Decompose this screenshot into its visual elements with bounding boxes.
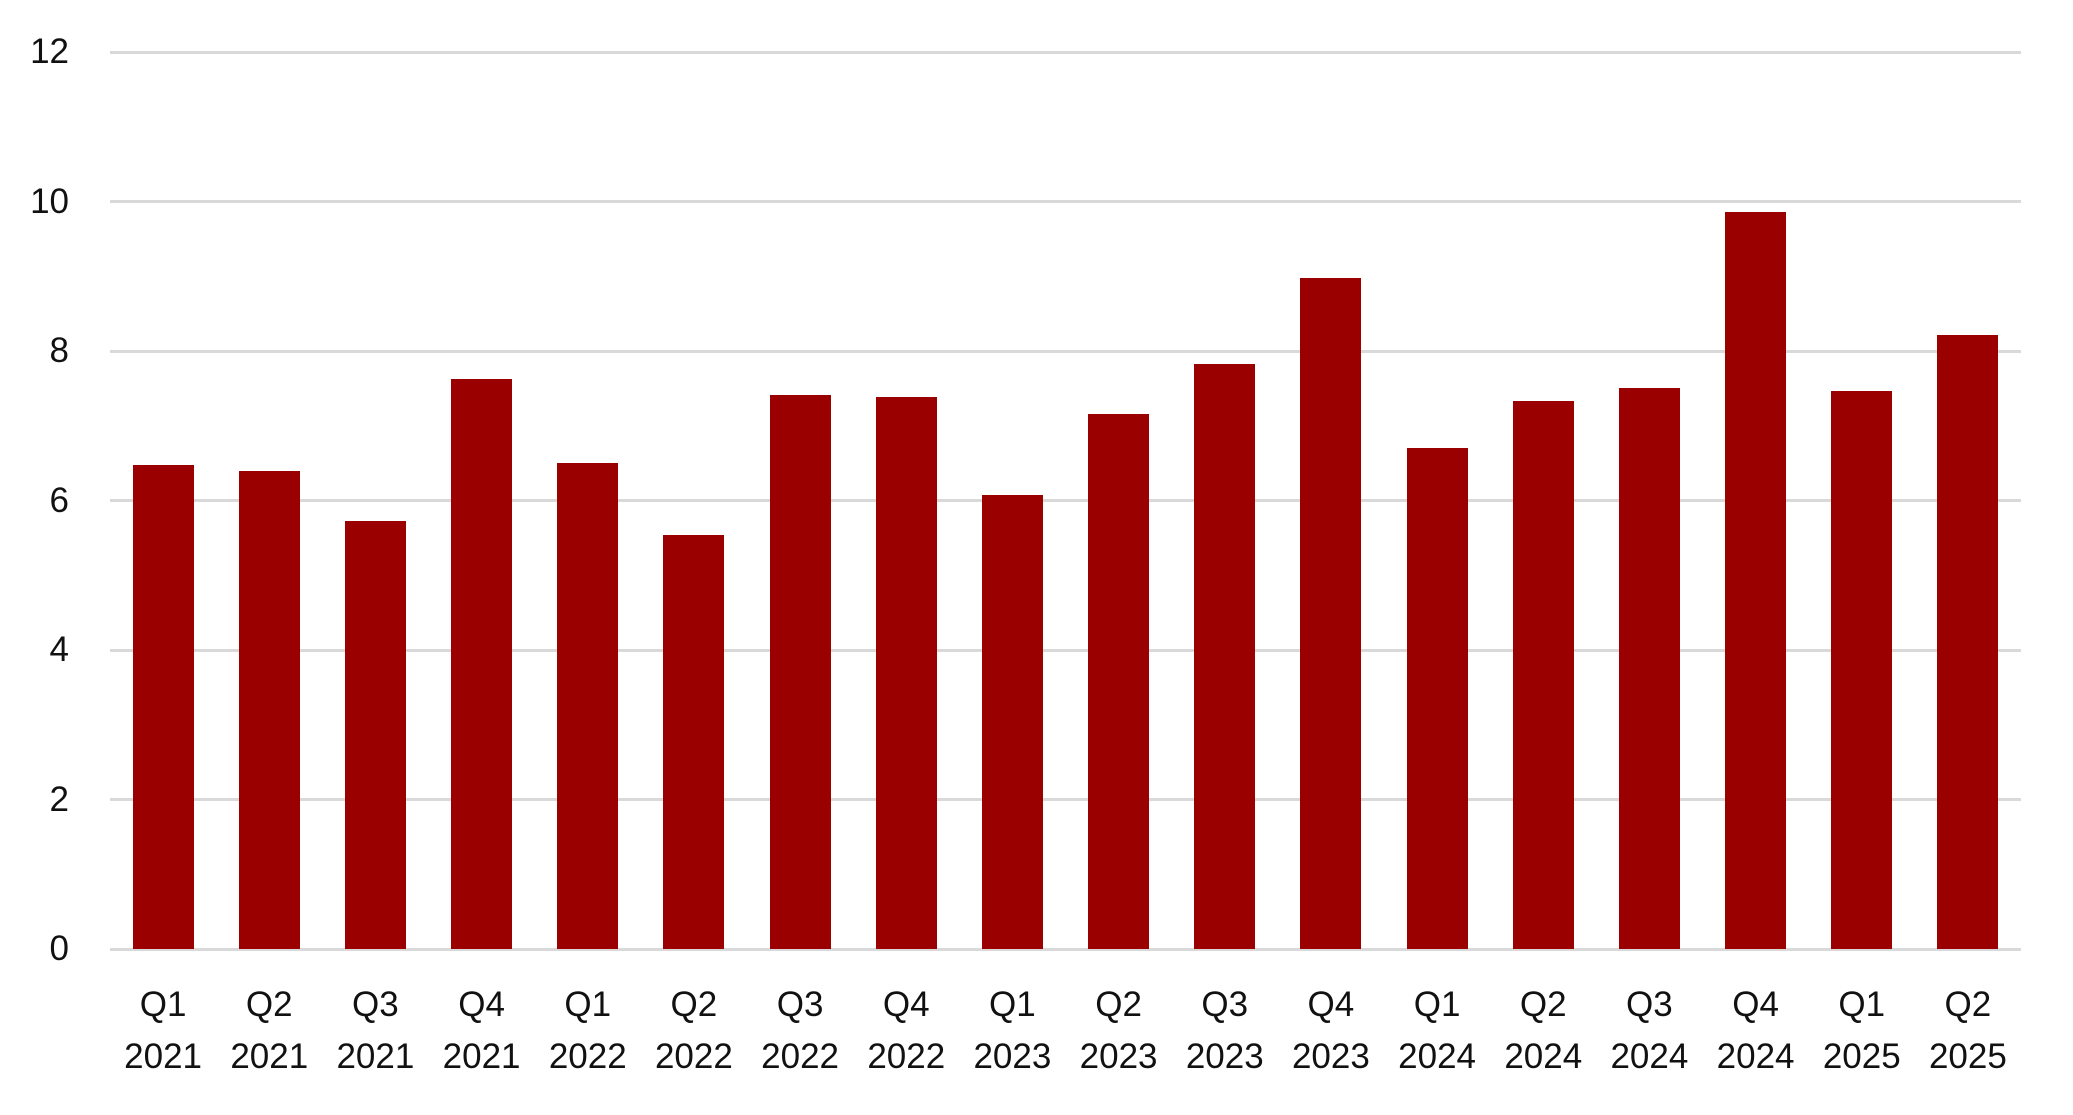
x-tick-label: Q1 2025 xyxy=(1802,979,1922,1083)
gridline xyxy=(110,349,2021,353)
y-tick-label: 10 xyxy=(30,181,69,221)
x-tick-quarter: Q4 xyxy=(1732,985,1779,1024)
x-tick-year: 2025 xyxy=(1928,1037,2007,1076)
x-tick-label: Q2 2024 xyxy=(1483,979,1603,1083)
bar xyxy=(238,471,300,949)
x-tick-quarter: Q3 xyxy=(1626,985,1673,1024)
gridline xyxy=(110,50,2021,54)
x-tick-quarter: Q1 xyxy=(1413,985,1461,1024)
x-tick-year: 2022 xyxy=(867,1037,946,1076)
bar xyxy=(875,397,937,949)
y-tick-label: 2 xyxy=(49,779,69,819)
x-tick-label: Q2 2025 xyxy=(1908,979,2028,1083)
x-tick-year: 2022 xyxy=(761,1037,840,1076)
gridline xyxy=(110,947,2021,951)
x-tick-quarter: Q1 xyxy=(1838,985,1886,1024)
x-tick-year: 2021 xyxy=(336,1037,415,1076)
x-tick-quarter: Q2 xyxy=(670,985,718,1024)
x-tick-label: Q1 2021 xyxy=(103,979,223,1083)
y-tick-label: 8 xyxy=(49,331,69,370)
x-tick-quarter: Q3 xyxy=(1201,985,1249,1024)
x-tick-label: Q4 2022 xyxy=(846,979,966,1083)
x-tick-year: 2023 xyxy=(1185,1037,1264,1076)
bar xyxy=(663,534,725,949)
bar xyxy=(1512,401,1574,949)
bar xyxy=(344,521,406,949)
x-tick-label: Q4 2021 xyxy=(422,979,542,1083)
x-tick-year: 2022 xyxy=(654,1037,733,1076)
x-tick-quarter: Q1 xyxy=(564,985,612,1024)
x-tick-year: 2024 xyxy=(1504,1037,1583,1076)
bar xyxy=(1088,413,1150,949)
x-tick-year: 2023 xyxy=(1079,1037,1158,1076)
x-tick-label: Q3 2024 xyxy=(1589,979,1709,1083)
x-tick-quarter: Q4 xyxy=(882,985,930,1024)
x-tick-label: Q2 2021 xyxy=(209,979,329,1083)
x-tick-quarter: Q2 xyxy=(1519,985,1567,1024)
gridline xyxy=(110,798,2021,801)
x-tick-quarter: Q1 xyxy=(139,985,187,1024)
y-tick-label: 4 xyxy=(49,630,69,669)
x-tick-year: 2023 xyxy=(1291,1037,1370,1076)
x-tick-label: Q3 2021 xyxy=(315,979,435,1083)
bar xyxy=(1831,391,1893,949)
y-tick-label: 12 xyxy=(30,32,69,71)
bar xyxy=(981,495,1043,949)
gridline xyxy=(110,499,2021,502)
x-tick-quarter: Q4 xyxy=(458,985,505,1024)
bar xyxy=(451,378,513,949)
x-tick-label: Q1 2023 xyxy=(952,979,1072,1083)
bar xyxy=(1618,387,1680,949)
x-tick-quarter: Q2 xyxy=(1944,985,1992,1024)
x-tick-quarter: Q3 xyxy=(776,985,824,1024)
bar xyxy=(1725,211,1787,949)
x-tick-year: 2021 xyxy=(442,1037,521,1076)
bar xyxy=(1406,448,1468,949)
x-tick-year: 2021 xyxy=(124,1037,203,1076)
bar xyxy=(1300,278,1362,949)
x-tick-label: Q3 2022 xyxy=(740,979,860,1083)
x-tick-year: 2022 xyxy=(548,1037,627,1076)
x-tick-year: 2025 xyxy=(1822,1037,1901,1076)
bar xyxy=(132,465,194,949)
x-tick-label: Q1 2022 xyxy=(528,979,648,1083)
x-tick-quarter: Q3 xyxy=(352,985,399,1024)
x-tick-label: Q1 2024 xyxy=(1377,979,1497,1083)
x-tick-year: 2024 xyxy=(1716,1037,1795,1076)
x-tick-label: Q2 2022 xyxy=(634,979,754,1083)
x-tick-year: 2024 xyxy=(1398,1037,1477,1076)
x-tick-quarter: Q1 xyxy=(989,985,1036,1024)
x-tick-quarter: Q2 xyxy=(1095,985,1142,1024)
x-tick-quarter: Q4 xyxy=(1307,985,1355,1024)
x-tick-label: Q3 2023 xyxy=(1165,979,1285,1083)
x-tick-year: 2024 xyxy=(1610,1037,1689,1076)
y-tick-label: 0 xyxy=(49,929,69,968)
x-tick-quarter: Q2 xyxy=(245,985,293,1024)
x-tick-label: Q2 2023 xyxy=(1059,979,1179,1083)
gridline xyxy=(110,200,2021,203)
bar xyxy=(769,395,831,949)
bar xyxy=(1194,364,1256,949)
bar xyxy=(557,463,619,949)
y-tick-label: 6 xyxy=(49,480,69,520)
x-tick-year: 2021 xyxy=(230,1037,309,1076)
x-tick-year: 2023 xyxy=(973,1037,1052,1076)
bar xyxy=(1937,335,1999,949)
gridline xyxy=(110,648,2021,652)
x-tick-label: Q4 2024 xyxy=(1696,979,1816,1083)
x-tick-label: Q4 2023 xyxy=(1271,979,1391,1083)
